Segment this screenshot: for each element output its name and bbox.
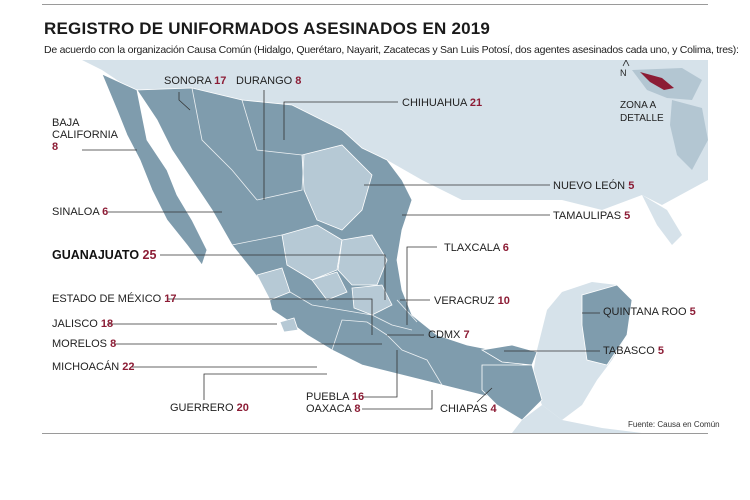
label-estado-de-mexico: ESTADO DE MÉXICO 17 xyxy=(52,293,177,305)
label-chiapas: CHIAPAS 4 xyxy=(440,403,497,415)
aguascalientes-shape xyxy=(311,271,348,301)
label-nuevo-leon: NUEVO LEÓN 5 xyxy=(553,180,635,192)
bottom-rule xyxy=(42,433,708,434)
top-rule xyxy=(42,4,708,5)
label-baja-california: BAJA CALIFORNIA 8 xyxy=(52,117,119,153)
subtitle: De acuerdo con la organización Causa Com… xyxy=(44,44,739,56)
source-note: Fuente: Causa en Común xyxy=(628,420,720,429)
leader-puebla xyxy=(362,350,398,398)
central-america-land xyxy=(512,405,642,433)
label-oaxaca: OAXACA 8 xyxy=(306,403,361,415)
label-guerrero: GUERRERO 20 xyxy=(170,402,249,414)
leader-sonora xyxy=(178,92,191,111)
label-chihuahua: CHIHUAHUA 21 xyxy=(402,97,483,109)
inset-south-america xyxy=(670,100,708,170)
colima-shape xyxy=(279,317,299,333)
leader-oaxaca xyxy=(362,390,433,410)
inset-label-2: DETALLE xyxy=(620,113,664,124)
quintana-roo-shape xyxy=(581,284,633,366)
leader-guerrero xyxy=(203,373,327,400)
label-jalisco: JALISCO 18 xyxy=(52,318,114,330)
label-michoacan: MICHOACÁN 22 xyxy=(52,361,135,373)
label-tabasco: TABASCO 5 xyxy=(603,345,664,357)
zacatecas-shape xyxy=(281,224,343,281)
inset-locator: N ZONA A DETALLE xyxy=(620,60,708,170)
label-guanajuato: GUANAJUATO 25 xyxy=(52,248,157,262)
baja-california-shape xyxy=(101,73,208,266)
inset-label-1: ZONA A xyxy=(620,100,656,111)
slp-shape xyxy=(337,234,388,286)
florida-land xyxy=(642,195,682,245)
label-sonora: SONORA 17 xyxy=(164,75,227,87)
inset-north-letter: N xyxy=(620,68,627,78)
leader-lines xyxy=(82,90,600,410)
label-puebla: PUEBLA 16 xyxy=(306,391,365,403)
coahuila-shape xyxy=(301,144,373,231)
usa-land xyxy=(82,60,708,210)
state-borders xyxy=(191,87,443,386)
leader-estado-de-mexico xyxy=(167,298,373,335)
mexico-map: N ZONA A DETALLE xyxy=(42,60,708,433)
label-tamaulipas: TAMAULIPAS 5 xyxy=(553,210,631,222)
label-cdmx: CDMX 7 xyxy=(428,329,470,341)
inset-mexico xyxy=(640,72,674,90)
label-quintana-roo: QUINTANA ROO 5 xyxy=(603,306,696,318)
label-morelos: MORELOS 8 xyxy=(52,338,117,350)
label-durango: DURANGO 8 xyxy=(236,75,302,87)
label-tlaxcala: TLAXCALA 6 xyxy=(444,242,509,254)
north-arrow-icon xyxy=(622,60,630,67)
leader-chihuahua xyxy=(283,101,398,140)
label-sinaloa: SINALOA 6 xyxy=(52,206,109,218)
leader-chiapas xyxy=(476,387,493,403)
label-veracruz: VERACRUZ 10 xyxy=(434,295,510,307)
leader-guanajuato xyxy=(160,254,386,300)
tabasco-shape xyxy=(480,344,538,366)
leader-tlaxcala xyxy=(406,246,437,325)
page-title: REGISTRO DE UNIFORMADOS ASESINADOS EN 20… xyxy=(44,19,491,38)
